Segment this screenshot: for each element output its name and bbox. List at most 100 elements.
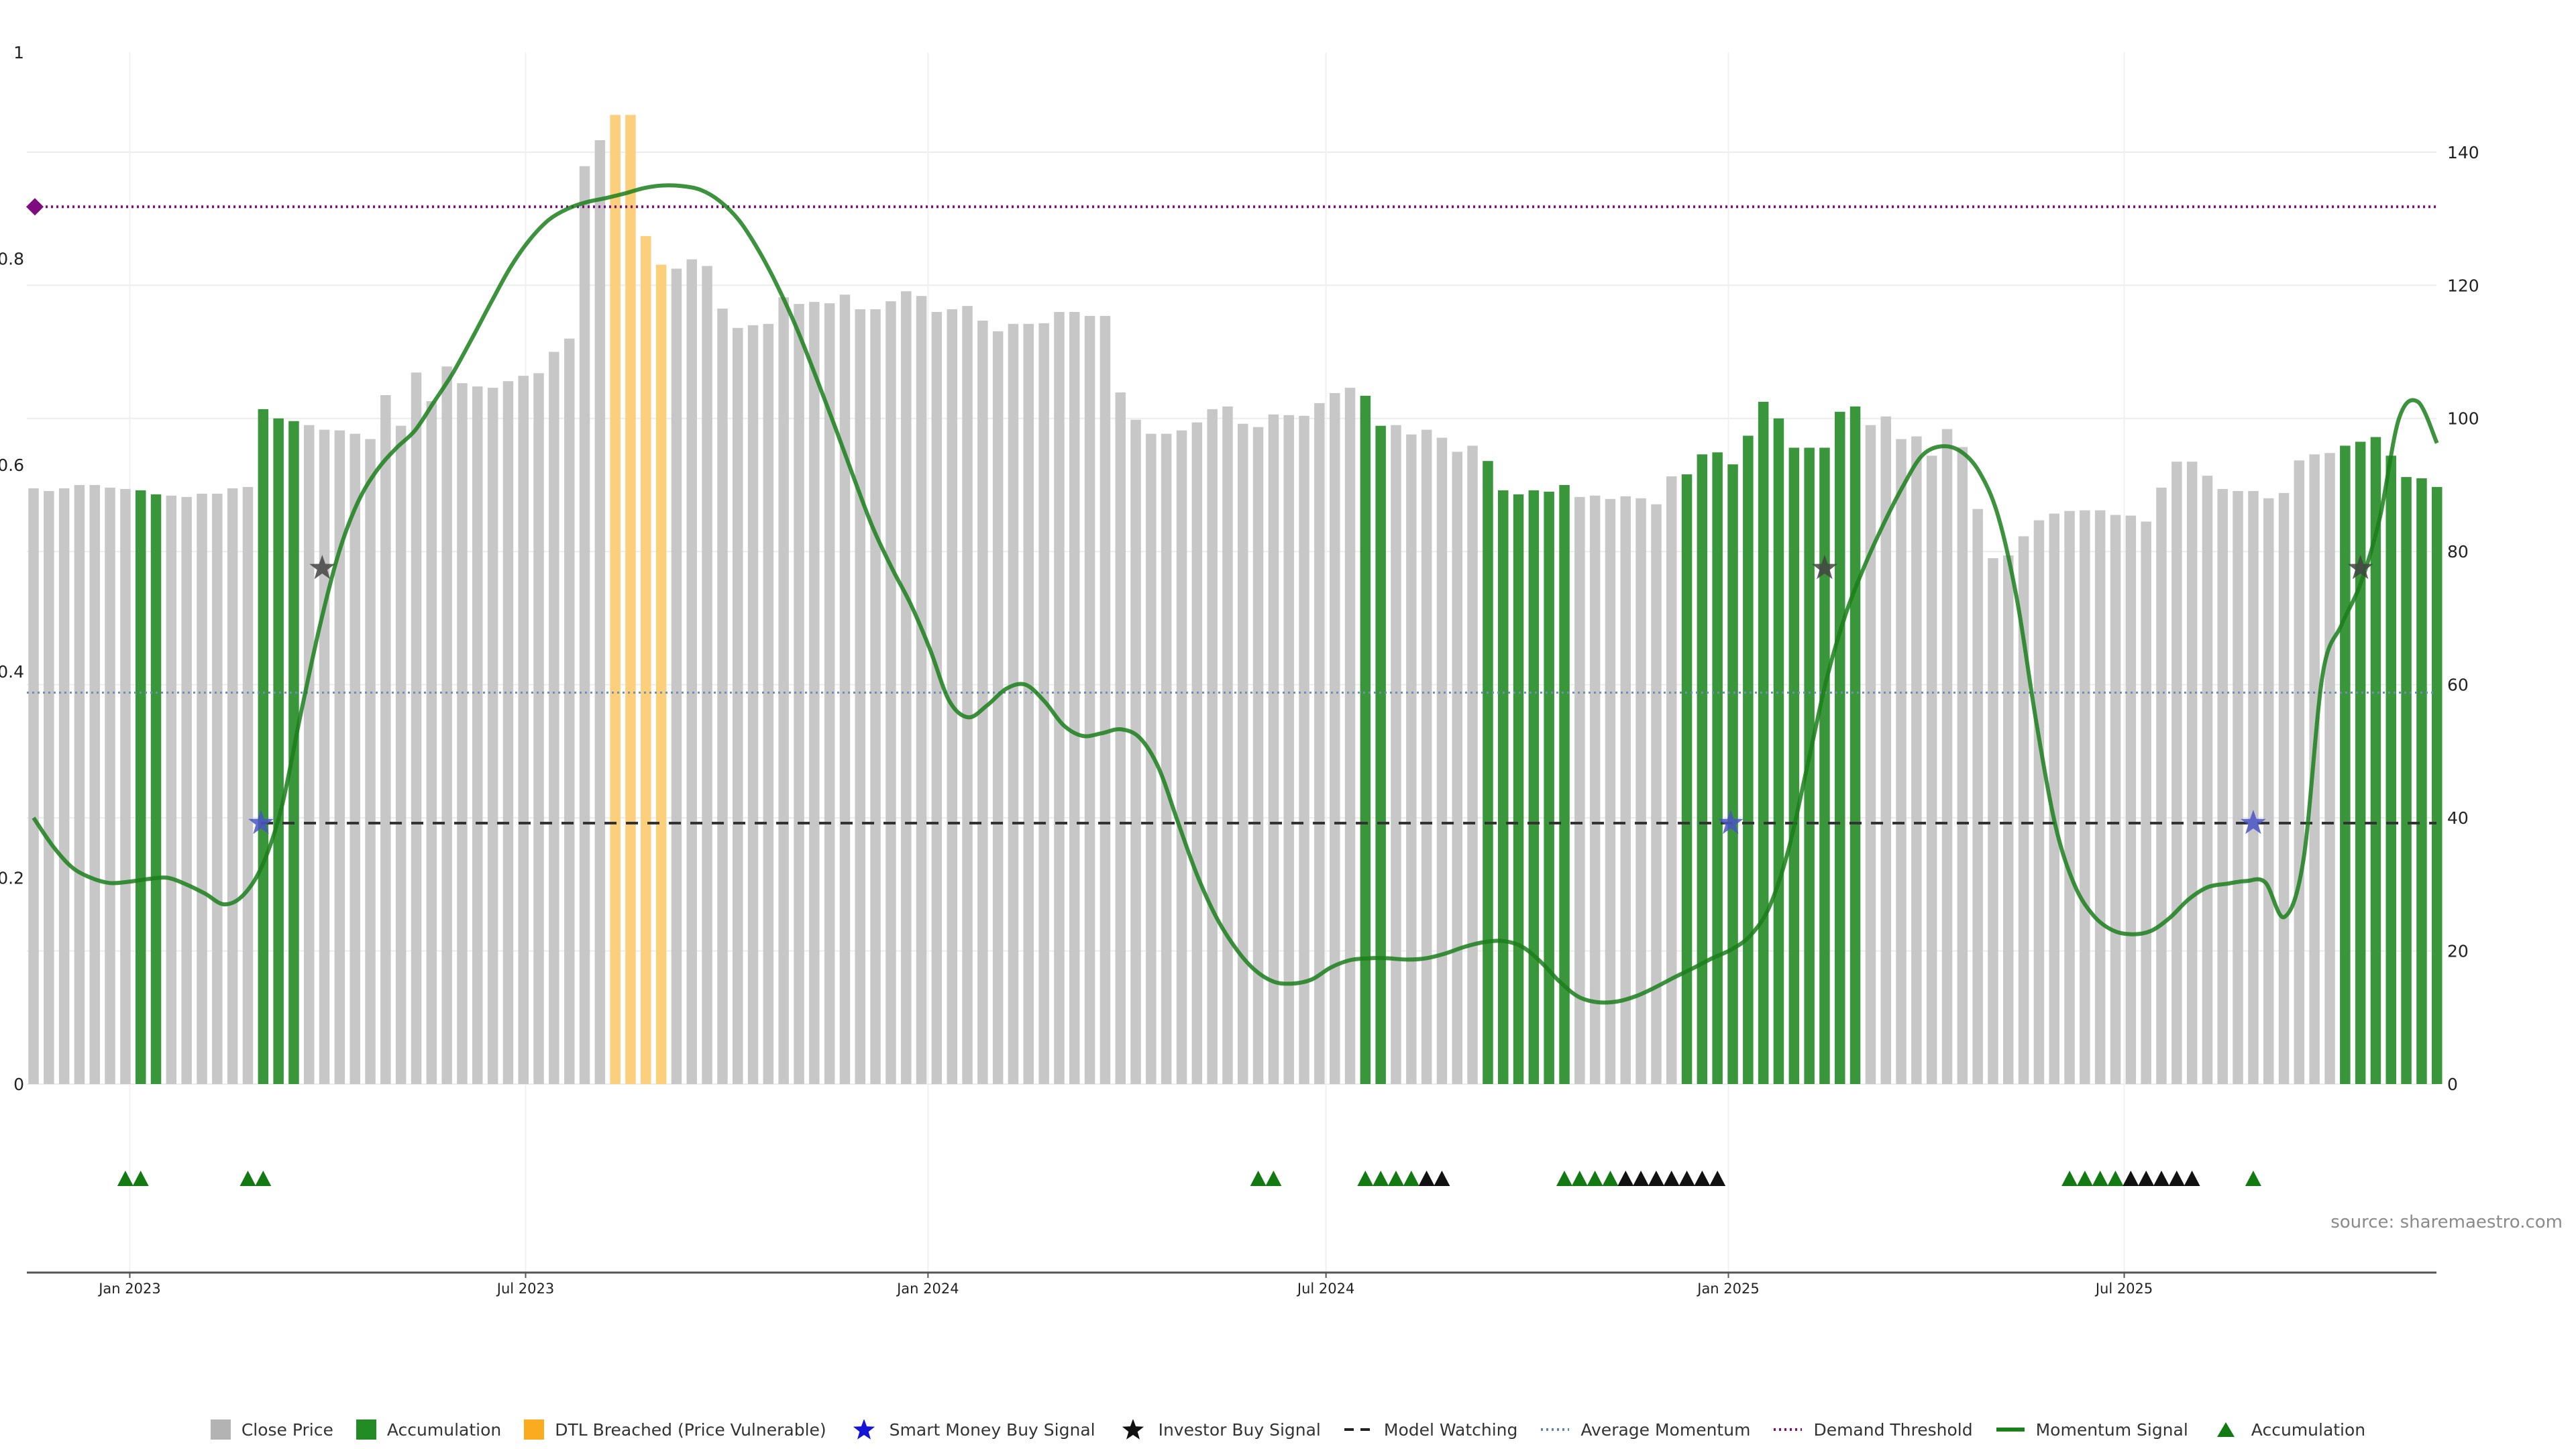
legend-glyph-swatch bbox=[524, 1419, 545, 1440]
close-price-bar bbox=[1008, 323, 1019, 1084]
close-price-bar bbox=[1467, 445, 1478, 1084]
legend-item: Smart Money Buy Signal bbox=[849, 1419, 1095, 1440]
close-price-bar bbox=[2033, 520, 2045, 1084]
close-price-bar bbox=[733, 327, 743, 1084]
accumulation-bar bbox=[1360, 396, 1371, 1084]
close-price-bar bbox=[747, 325, 759, 1084]
close-price-bar bbox=[28, 488, 39, 1084]
y-left-tick-label: 0.2 bbox=[0, 868, 24, 888]
accumulation-marker bbox=[1587, 1171, 1603, 1186]
dtl-breached-bar bbox=[625, 115, 636, 1084]
close-price-bar bbox=[89, 485, 100, 1084]
accumulation-marker bbox=[1403, 1171, 1419, 1186]
accumulation-bar bbox=[1498, 490, 1509, 1084]
accumulation-bar bbox=[1819, 447, 1830, 1084]
legend-item: Accumulation bbox=[2211, 1419, 2365, 1440]
y-left-tick-label: 1 bbox=[13, 43, 24, 62]
close-price-bar bbox=[549, 352, 559, 1084]
legend-glyph-swatch bbox=[210, 1419, 231, 1440]
close-price-bar bbox=[212, 493, 223, 1084]
close-price-bar bbox=[2294, 460, 2305, 1084]
close-price-bar bbox=[74, 485, 85, 1084]
accumulation-marker bbox=[132, 1171, 149, 1186]
close-price-bar bbox=[304, 425, 315, 1084]
x-tick-label: Jul 2024 bbox=[1296, 1281, 1354, 1297]
accumulation-bar bbox=[1483, 461, 1493, 1084]
close-price-bar bbox=[1988, 558, 1998, 1084]
accumulation-marker bbox=[2076, 1171, 2093, 1186]
accumulation-marker bbox=[2092, 1171, 2108, 1186]
accumulation-bar bbox=[1773, 418, 1784, 1084]
legend-glyph-triangle bbox=[2216, 1422, 2235, 1437]
close-price-bar bbox=[1222, 406, 1233, 1084]
close-price-bar bbox=[962, 306, 973, 1085]
close-price-bar bbox=[502, 381, 514, 1085]
close-price-bar bbox=[794, 304, 804, 1085]
close-price-bar bbox=[855, 309, 865, 1084]
accumulation-marker bbox=[1617, 1171, 1634, 1186]
close-price-bar bbox=[1299, 415, 1309, 1084]
accumulation-marker bbox=[1556, 1171, 1572, 1186]
legend-glyph-dashed bbox=[1344, 1428, 1373, 1431]
accumulation-bar bbox=[2355, 441, 2366, 1084]
y-left-tick-label: 0 bbox=[13, 1075, 24, 1094]
legend-label: Model Watching bbox=[1383, 1419, 1518, 1440]
close-price-bar bbox=[1957, 447, 1968, 1084]
legend-glyph-swatch bbox=[356, 1419, 376, 1440]
close-price-bar bbox=[870, 309, 881, 1084]
investor-buy-star bbox=[1811, 555, 1837, 580]
close-price-bar bbox=[717, 309, 728, 1084]
close-price-bar bbox=[2141, 521, 2151, 1084]
legend-item: DTL Breached (Price Vulnerable) bbox=[524, 1419, 826, 1440]
close-price-bar bbox=[1207, 409, 1218, 1084]
close-price-bar bbox=[594, 140, 606, 1084]
dtl-breached-bar bbox=[655, 264, 667, 1084]
legend-label: Accumulation bbox=[2251, 1419, 2366, 1440]
accumulation-bar bbox=[2401, 477, 2412, 1084]
close-price-bar bbox=[686, 259, 697, 1085]
close-price-bar bbox=[671, 268, 682, 1084]
close-price-bar bbox=[2233, 490, 2243, 1084]
legend-label: Smart Money Buy Signal bbox=[889, 1419, 1095, 1440]
close-price-bar bbox=[1176, 430, 1187, 1084]
legend-label: Demand Threshold bbox=[1813, 1419, 1973, 1440]
accumulation-bar bbox=[1788, 447, 1800, 1084]
close-price-bar bbox=[2110, 515, 2121, 1084]
accumulation-bar bbox=[1697, 454, 1708, 1084]
close-price-bar bbox=[1605, 498, 1616, 1084]
close-price-bar bbox=[120, 488, 131, 1084]
accumulation-bar bbox=[1513, 494, 1524, 1084]
close-price-bar bbox=[2049, 513, 2059, 1084]
close-price-bar bbox=[2094, 510, 2106, 1084]
accumulation-bar bbox=[1544, 491, 1554, 1084]
close-price-bar bbox=[1268, 414, 1279, 1084]
close-price-bar bbox=[2064, 511, 2075, 1084]
close-price-bar bbox=[1161, 433, 1172, 1084]
accumulation-marker bbox=[2061, 1171, 2078, 1186]
legend-label: Momentum Signal bbox=[2035, 1419, 2188, 1440]
legend-item: Close Price bbox=[210, 1419, 333, 1440]
close-price-bar bbox=[1941, 429, 1953, 1084]
legend-glyph-dotted bbox=[1541, 1428, 1570, 1431]
close-price-bar bbox=[839, 294, 851, 1085]
accumulation-bar bbox=[1559, 485, 1570, 1084]
accumulation-marker bbox=[2245, 1171, 2261, 1186]
close-price-bar bbox=[1436, 437, 1448, 1084]
close-price-bar bbox=[2018, 536, 2029, 1084]
legend-label: Accumulation bbox=[386, 1419, 502, 1440]
accumulation-bar bbox=[1727, 464, 1738, 1084]
accumulation-bar bbox=[1835, 411, 1845, 1084]
close-price-bar bbox=[564, 338, 575, 1085]
close-price-bar bbox=[411, 372, 422, 1084]
accumulation-marker bbox=[2153, 1171, 2169, 1186]
close-price-bar bbox=[1406, 434, 1417, 1084]
close-price-bar bbox=[472, 386, 483, 1084]
legend-glyph-star bbox=[853, 1419, 875, 1440]
close-price-bar bbox=[1651, 504, 1662, 1084]
accumulation-marker bbox=[1663, 1171, 1680, 1186]
close-price-bar bbox=[2324, 453, 2335, 1084]
close-price-bar bbox=[916, 296, 927, 1085]
y-right-tick-label: 0 bbox=[2447, 1075, 2458, 1094]
close-price-bar bbox=[2278, 492, 2290, 1084]
